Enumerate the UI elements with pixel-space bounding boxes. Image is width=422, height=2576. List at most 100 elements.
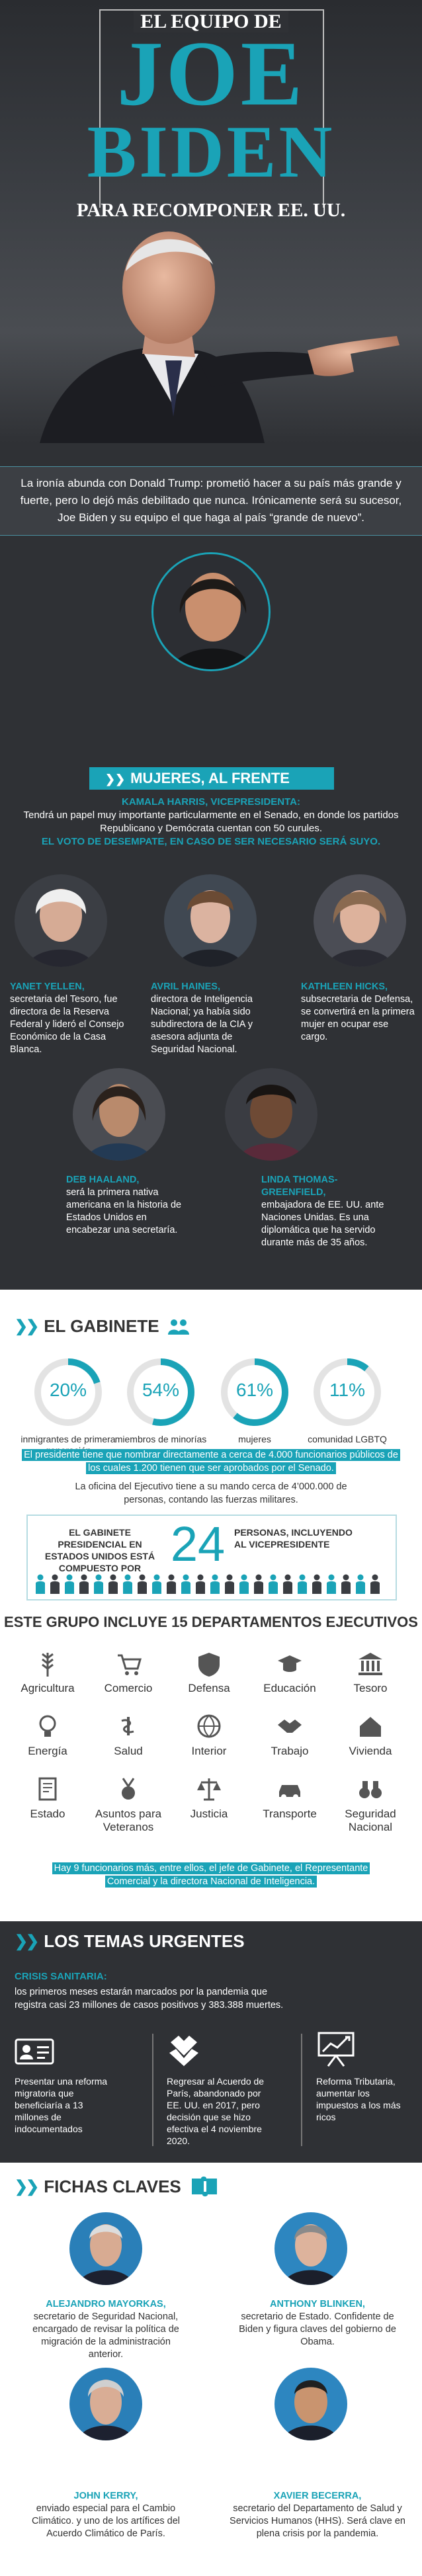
- double-chevron-icon: ❯❯: [105, 772, 126, 786]
- kerry-text: enviado especial para el Cambio Climátic…: [31, 2503, 181, 2539]
- department-label: Comercio: [104, 1682, 153, 1694]
- thomas-greenfield-name: LINDA THOMAS-GREENFIELD,: [261, 1175, 338, 1198]
- mayorkas-block: ALEJANDRO MAYORKAS, secretario de Seguri…: [26, 2298, 185, 2361]
- department-label: Estado: [30, 1807, 65, 1820]
- department-label: Transporte: [263, 1807, 317, 1820]
- urgent-item-1: Presentar una reforma migratoria que ben…: [15, 2076, 108, 2134]
- person-icon: [298, 1574, 307, 1594]
- harris-text: Tendrá un papel muy importante particula…: [23, 810, 399, 834]
- header-name-last: BIDEN: [87, 111, 335, 193]
- department-label: Asuntos para Veteranos: [95, 1807, 162, 1833]
- wheat-icon: [42, 1653, 54, 1677]
- department-item: Defensa: [169, 1650, 249, 1695]
- crisis-label: CRISIS SANITARIA:: [15, 1971, 107, 1982]
- car-icon: [279, 1785, 300, 1800]
- divider: [301, 2034, 302, 2146]
- department-item: Seguridad Nacional: [331, 1776, 410, 1834]
- haines-text: directora de Inteligencia Nacional; ya h…: [151, 994, 253, 1055]
- id-card-icon: [15, 2038, 54, 2065]
- group-icon: [167, 1319, 189, 1335]
- women-banner: ❯❯ MUJERES, AL FRENTE: [89, 767, 334, 790]
- urgentes-title: ❯❯ LOS TEMAS URGENTES: [15, 1931, 245, 1951]
- department-label: Defensa: [188, 1682, 230, 1694]
- kerry-name: JOHN KERRY,: [73, 2491, 138, 2501]
- harris-highlight: EL VOTO DE DESEMPATE, EN CASO DE SER NEC…: [41, 836, 381, 847]
- person-icon: [269, 1574, 278, 1594]
- hicks-name: KATHLEEN HICKS,: [301, 981, 388, 992]
- header-name-first: JOE: [116, 22, 306, 125]
- stat-label: miembros de minorías: [114, 1434, 207, 1444]
- mayorkas-name: ALEJANDRO MAYORKAS,: [46, 2299, 166, 2309]
- stat-value: 54%: [142, 1380, 180, 1400]
- divider: [152, 2034, 153, 2146]
- person-icon: [239, 1574, 249, 1594]
- people-icons-row: [34, 1574, 381, 1594]
- person-icon: [341, 1574, 351, 1594]
- header-subtitle: PARA RECOMPONER EE. UU.: [76, 200, 346, 221]
- thomas-greenfield-block: LINDA THOMAS-GREENFIELD, embajadora de E…: [261, 1174, 394, 1249]
- hicks-portrait: [314, 874, 406, 967]
- person-icon: [196, 1574, 205, 1594]
- thomas-greenfield-portrait: [225, 1068, 317, 1161]
- department-label: Agricultura: [21, 1682, 75, 1694]
- harris-name: KAMALA HARRIS, VICEPRESIDENTA:: [121, 796, 300, 808]
- house-icon: [360, 1717, 381, 1737]
- thomas-greenfield-text: embajadora de EE. UU. ante Naciones Unid…: [261, 1200, 384, 1248]
- department-item: Tesoro: [331, 1650, 410, 1695]
- becerra-portrait: [274, 2368, 347, 2440]
- person-icon: [283, 1574, 292, 1594]
- handshake-icon: [278, 1720, 302, 1733]
- person-icon: [167, 1574, 176, 1594]
- becerra-block: XAVIER BECERRA, secretario del Departame…: [225, 2490, 410, 2540]
- double-chevron-icon: ❯❯: [15, 2177, 39, 2196]
- urgent-item-2: Regresar al Acuerdo de París, abandonado…: [167, 2076, 265, 2146]
- person-icon: [225, 1574, 234, 1594]
- person-icon: [36, 1574, 45, 1594]
- harris-portrait: [151, 552, 271, 671]
- department-label: Vivienda: [349, 1745, 392, 1757]
- haaland-portrait: [73, 1068, 165, 1161]
- person-icon: [50, 1574, 60, 1594]
- yellen-text: secretaria del Tesoro, fue directora de …: [10, 994, 124, 1055]
- shield-icon: [198, 1653, 220, 1677]
- department-label: Salud: [114, 1745, 143, 1757]
- blinken-portrait: [274, 2212, 347, 2285]
- fichas-section: [0, 2163, 422, 2576]
- box-right-text: PERSONAS, INCLUYENDO AL VICEPRESIDENTE: [234, 1527, 353, 1550]
- double-chevron-icon: ❯❯: [15, 1932, 39, 1950]
- stat-value: 11%: [329, 1380, 365, 1400]
- presentation-chart-icon: [317, 2032, 355, 2067]
- graduation-cap-icon: [278, 1655, 302, 1672]
- cabinet-composition-box: EL GABINETE PRESIDENCIAL EN ESTADOS UNID…: [26, 1515, 397, 1600]
- header-top-line: EL EQUIPO DE: [0, 11, 422, 33]
- department-item: Educación: [250, 1650, 329, 1695]
- gabinete-highlight: El presidente tiene que nombrar directam…: [20, 1448, 402, 1475]
- double-chevron-icon: ❯❯: [15, 1317, 39, 1335]
- office-text: La oficina del Ejecutivo tiene a su mand…: [75, 1481, 347, 1505]
- stat-value: 20%: [49, 1380, 87, 1400]
- person-icon: [108, 1574, 118, 1594]
- person-icon: [210, 1574, 220, 1594]
- department-label: Justicia: [190, 1807, 228, 1820]
- stat-label: comunidad LGBTQ: [308, 1434, 387, 1444]
- box-number: 24: [170, 1517, 226, 1571]
- department-label: Interior: [191, 1745, 227, 1757]
- department-item: Comercio: [89, 1650, 168, 1695]
- urgent-item-3: Reforma Tributaria, aumentar los impuest…: [316, 2076, 401, 2122]
- blinken-text: secretario de Estado. Confidente de Bide…: [239, 2311, 396, 2347]
- ring-chart: [314, 1358, 381, 1426]
- gabinete-section: [0, 1290, 422, 1921]
- mayorkas-portrait: [69, 2212, 142, 2285]
- person-icon: [123, 1574, 132, 1594]
- mayorkas-text: secretario de Seguridad Nacional, encarg…: [32, 2311, 179, 2360]
- department-item: Vivienda: [331, 1713, 410, 1758]
- department-item: Transporte: [250, 1776, 329, 1821]
- header: EL EQUIPO DE JOE BIDEN PARA RECOMPONER E…: [0, 0, 422, 443]
- yellen-block: YANET YELLEN, secretaria del Tesoro, fue…: [10, 981, 126, 1056]
- department-label: Energía: [28, 1745, 67, 1757]
- person-icon: [254, 1574, 263, 1594]
- binoculars-icon: [359, 1781, 382, 1798]
- hicks-text: subsecretaria de Defensa, se convertirá …: [301, 994, 415, 1042]
- header-frame: [99, 9, 324, 208]
- department-label: Trabajo: [271, 1745, 309, 1757]
